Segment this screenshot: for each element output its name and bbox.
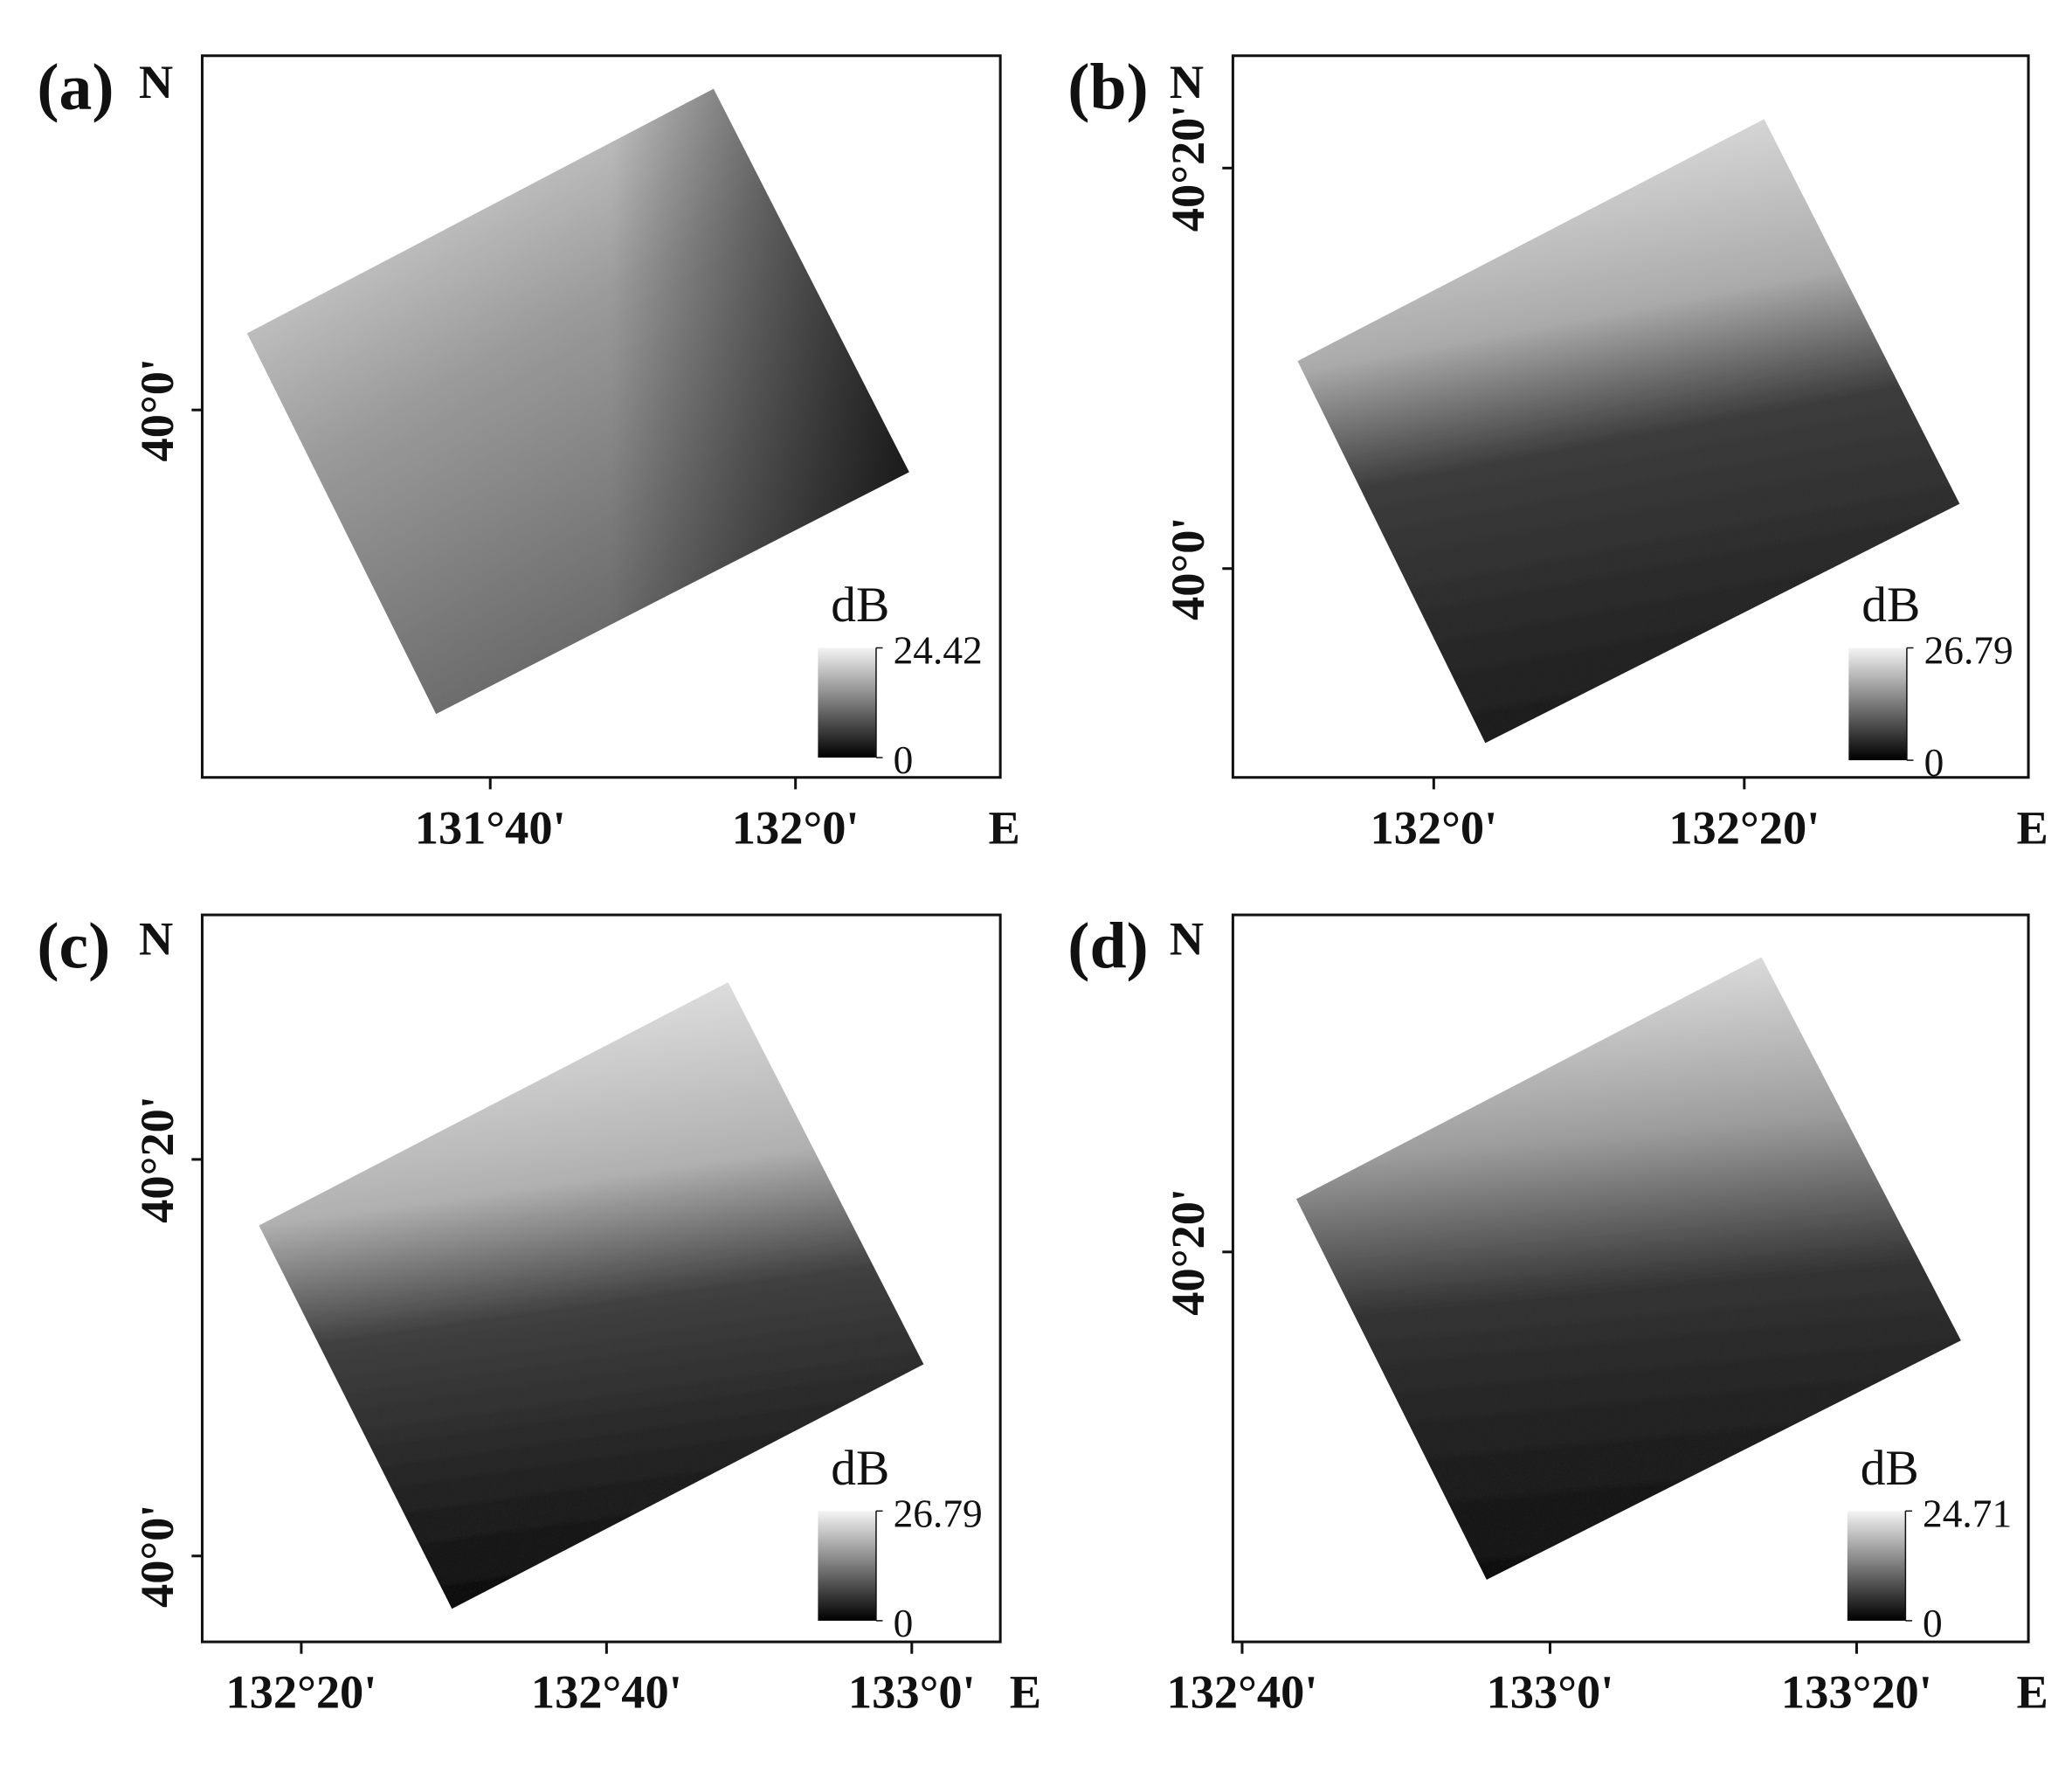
colorbar-min: 0: [894, 738, 914, 782]
panel: (c) N E 40°20' 40°0' 132°20' 132°40' 133°0' dB26…: [37, 910, 1041, 1719]
north-label: N: [1170, 55, 1204, 108]
colorbar: [1848, 647, 1907, 761]
colorbar-max: 24.42: [894, 629, 983, 673]
colorbar-unit: dB: [1861, 578, 1920, 633]
x-tick-label: 131°40': [415, 800, 566, 854]
x-tick-label: 132°0': [1370, 800, 1497, 854]
colorbar: [818, 647, 876, 758]
y-tick-label: 40°0': [1161, 516, 1214, 620]
colorbar-min: 0: [1924, 741, 1944, 785]
colorbar-min: 0: [894, 1602, 914, 1645]
panel-label: (c): [37, 910, 110, 983]
map-frame: [1231, 913, 2030, 1644]
sar-image: [1297, 119, 1960, 744]
map-frame: [1231, 54, 2030, 779]
colorbar: [818, 1511, 876, 1621]
sar-image-shade: [246, 88, 909, 715]
panel-label: (d): [1067, 910, 1148, 983]
east-label: E: [2016, 800, 2048, 854]
panel-label: (a): [37, 51, 114, 123]
y-tick-label: 40°0': [130, 1504, 183, 1608]
east-label: E: [2016, 1665, 2048, 1719]
x-tick-label: 132°20': [225, 1665, 376, 1719]
east-label: E: [989, 800, 1020, 854]
x-tick-label: 132°40': [1166, 1665, 1317, 1719]
colorbar: [1847, 1511, 1906, 1621]
y-tick-label: 40°20': [130, 1096, 183, 1223]
x-tick-label: 133°0': [848, 1665, 976, 1719]
north-label: N: [139, 911, 173, 965]
colorbar-max: 26.79: [894, 1492, 983, 1535]
x-tick-label: 133°0': [1487, 1665, 1614, 1719]
colorbar-min: 0: [1923, 1602, 1943, 1645]
panel-label: (b): [1067, 51, 1148, 123]
sar-image: [1296, 957, 1961, 1580]
north-label: N: [139, 55, 173, 108]
east-label: E: [1010, 1665, 1041, 1719]
y-tick-label: 40°20': [1161, 1188, 1214, 1316]
x-tick-label: 132°0': [732, 800, 860, 854]
map-frame: [200, 54, 1002, 779]
x-tick-label: 132°40': [531, 1665, 682, 1719]
sar-image: [259, 982, 924, 1609]
north-label: N: [1170, 911, 1204, 965]
colorbar-max: 26.79: [1924, 629, 2013, 673]
y-tick-label: 40°0': [130, 358, 183, 462]
x-tick-label: 133°20': [1781, 1665, 1932, 1719]
x-tick-label: 132°20': [1668, 800, 1820, 854]
colorbar-unit: dB: [1861, 1441, 1919, 1496]
map-frame: [200, 913, 1002, 1644]
y-tick-label: 40°20': [1161, 104, 1214, 232]
colorbar-unit: dB: [831, 578, 889, 633]
colorbar-max: 24.71: [1923, 1492, 2012, 1535]
colorbar-unit: dB: [831, 1441, 889, 1496]
